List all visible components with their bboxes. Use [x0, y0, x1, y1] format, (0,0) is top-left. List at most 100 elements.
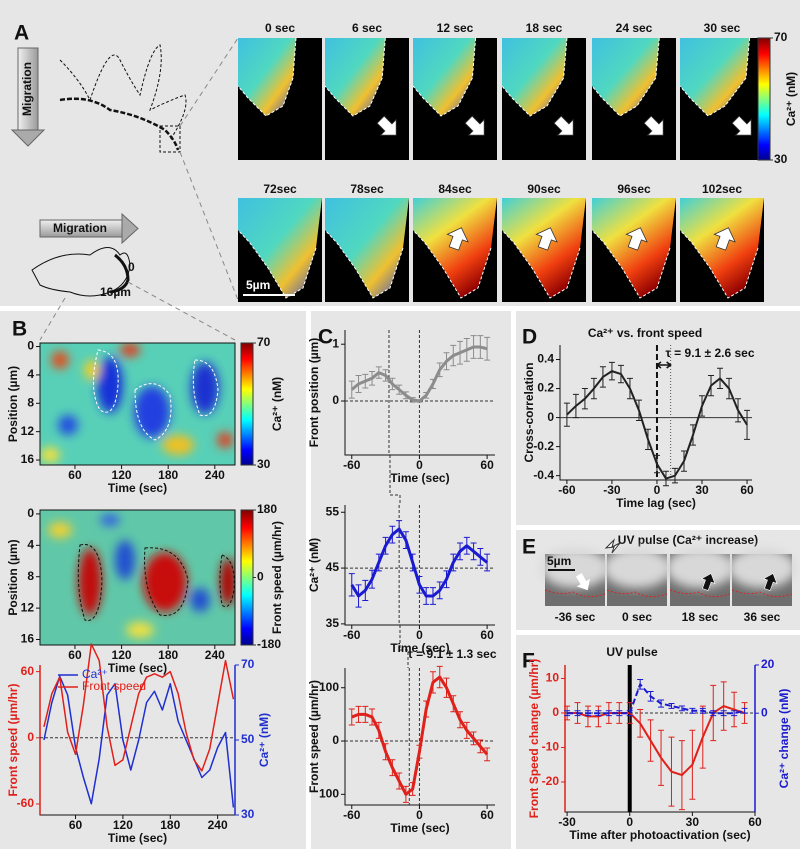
- cell-edge: [731, 589, 793, 598]
- uv-flash: [604, 538, 621, 554]
- frame-label: 18 sec: [526, 21, 563, 35]
- y-tick-label: 35: [326, 616, 340, 630]
- colorbar: [240, 342, 254, 466]
- colorbar-label: Ca²⁺ (nM): [784, 72, 798, 126]
- panel-label: F: [522, 650, 535, 673]
- x-axis-label: Time (sec): [108, 481, 167, 495]
- arrow-label: Migration: [20, 62, 34, 116]
- frame-label: 36 sec: [744, 610, 781, 624]
- y-axis-label: Cross-correlation: [522, 362, 536, 462]
- scale-bar-label: 5µm: [547, 554, 571, 568]
- y-tick-label: 10: [546, 671, 560, 685]
- y-tick-label: 0: [332, 733, 339, 747]
- motion-arrow: [376, 115, 397, 136]
- frame-label: 102sec: [702, 182, 742, 196]
- y-tick-label: -60: [17, 796, 35, 810]
- chart-title: Ca²⁺ vs. front speed: [588, 326, 702, 340]
- calcium-region: [413, 38, 476, 116]
- y2-tick-label: 30: [241, 807, 255, 821]
- axis-line: [344, 505, 495, 626]
- motion-arrow: [553, 115, 574, 136]
- panel-bg: [311, 311, 511, 849]
- lag-connector: [389, 455, 409, 668]
- cell-edge: [544, 589, 606, 598]
- x-tick-label: 240: [208, 818, 228, 832]
- cell-outline: [501, 229, 581, 299]
- panel-label: E: [522, 536, 536, 559]
- y-tick-label: 0: [27, 730, 34, 744]
- frame-label: 24 sec: [616, 21, 653, 35]
- x-axis-label: Time after photoactivation (sec): [569, 828, 750, 842]
- calcium-region: [680, 38, 750, 116]
- cell-edge: [606, 589, 668, 598]
- y-tick-label: 16: [21, 452, 35, 466]
- frame-label: -36 sec: [555, 610, 596, 624]
- cell-image: [603, 548, 671, 588]
- plot-frame: [39, 509, 236, 646]
- x-tick-label: 60: [480, 808, 494, 822]
- x-tick-label: 180: [158, 648, 178, 662]
- y2-tick-label: 0: [761, 705, 768, 719]
- y-tick-label: 4: [27, 537, 34, 551]
- y-tick-label: 0: [547, 410, 554, 424]
- colorbar: [757, 37, 771, 161]
- x-tick-label: -30: [603, 483, 621, 497]
- frame-label: 18 sec: [682, 610, 719, 624]
- motion-arrow: [464, 115, 485, 136]
- y-tick-label: 12: [21, 600, 35, 614]
- y-axis-label: Position (µm): [6, 539, 20, 615]
- x-tick-label: 240: [205, 468, 225, 482]
- heatmap-image: [40, 343, 235, 465]
- x-axis-label: Time (sec): [390, 641, 449, 655]
- error-bar: [678, 705, 685, 712]
- x-tick-label: 0: [416, 808, 423, 822]
- x-tick-label: 60: [748, 815, 762, 829]
- y-tick-label: -0.4: [533, 468, 554, 482]
- x-tick-label: 60: [740, 483, 754, 497]
- x-axis-label: Time (sec): [390, 821, 449, 835]
- x-tick-label: -60: [343, 458, 361, 472]
- series-line: [350, 527, 489, 598]
- motion-arrow: [625, 227, 648, 251]
- cell-outline: [591, 37, 660, 117]
- frame-label: 6 sec: [352, 21, 382, 35]
- x-tick-label: 60: [480, 628, 494, 642]
- frame-label: 78sec: [350, 182, 384, 196]
- cell-outline: [679, 37, 751, 117]
- y-axis-label: Front position (µm): [307, 338, 321, 448]
- y-tick-label: 8: [27, 395, 34, 409]
- y-tick-label: 8: [27, 569, 34, 583]
- series-line: [567, 683, 745, 715]
- series-line: [43, 643, 235, 772]
- migration-arrow: Migration: [10, 47, 46, 147]
- error-bar: [744, 409, 751, 440]
- frame-label: 12 sec: [437, 21, 474, 35]
- frame-label: 96sec: [617, 182, 651, 196]
- legend-label: Ca²⁺: [82, 667, 108, 681]
- colorbar-tick-label: 30: [257, 457, 271, 471]
- x-tick-label: 30: [695, 483, 709, 497]
- colorbar-tick-label: 0: [257, 570, 264, 584]
- y-axis-label: Front speed (µm/hr): [307, 680, 321, 793]
- legend-label: Front speed: [82, 679, 146, 693]
- calcium-region: [325, 198, 409, 298]
- x-tick-label: -60: [343, 628, 361, 642]
- frame-label: 0 sec: [622, 610, 652, 624]
- y-tick-label: 100: [319, 680, 339, 694]
- x-tick-label: -30: [558, 815, 576, 829]
- colorbar-tick-label: 70: [774, 30, 788, 44]
- x-tick-label: 0: [626, 815, 633, 829]
- panel-bg: [516, 635, 800, 849]
- panel-label: D: [522, 326, 537, 349]
- panel-label: B: [12, 318, 27, 341]
- y-tick-label: -0.2: [533, 439, 554, 453]
- x-tick-label: 30: [686, 815, 700, 829]
- x-axis-label: Time (sec): [108, 831, 167, 845]
- x-tick-label: 0: [416, 628, 423, 642]
- y-tick-label: 0: [332, 393, 339, 407]
- frame-label: 30 sec: [704, 21, 741, 35]
- motion-arrow: [763, 573, 778, 591]
- x-tick-label: 60: [480, 458, 494, 472]
- x-tick-label: 0: [416, 458, 423, 472]
- panel-label: A: [14, 22, 29, 45]
